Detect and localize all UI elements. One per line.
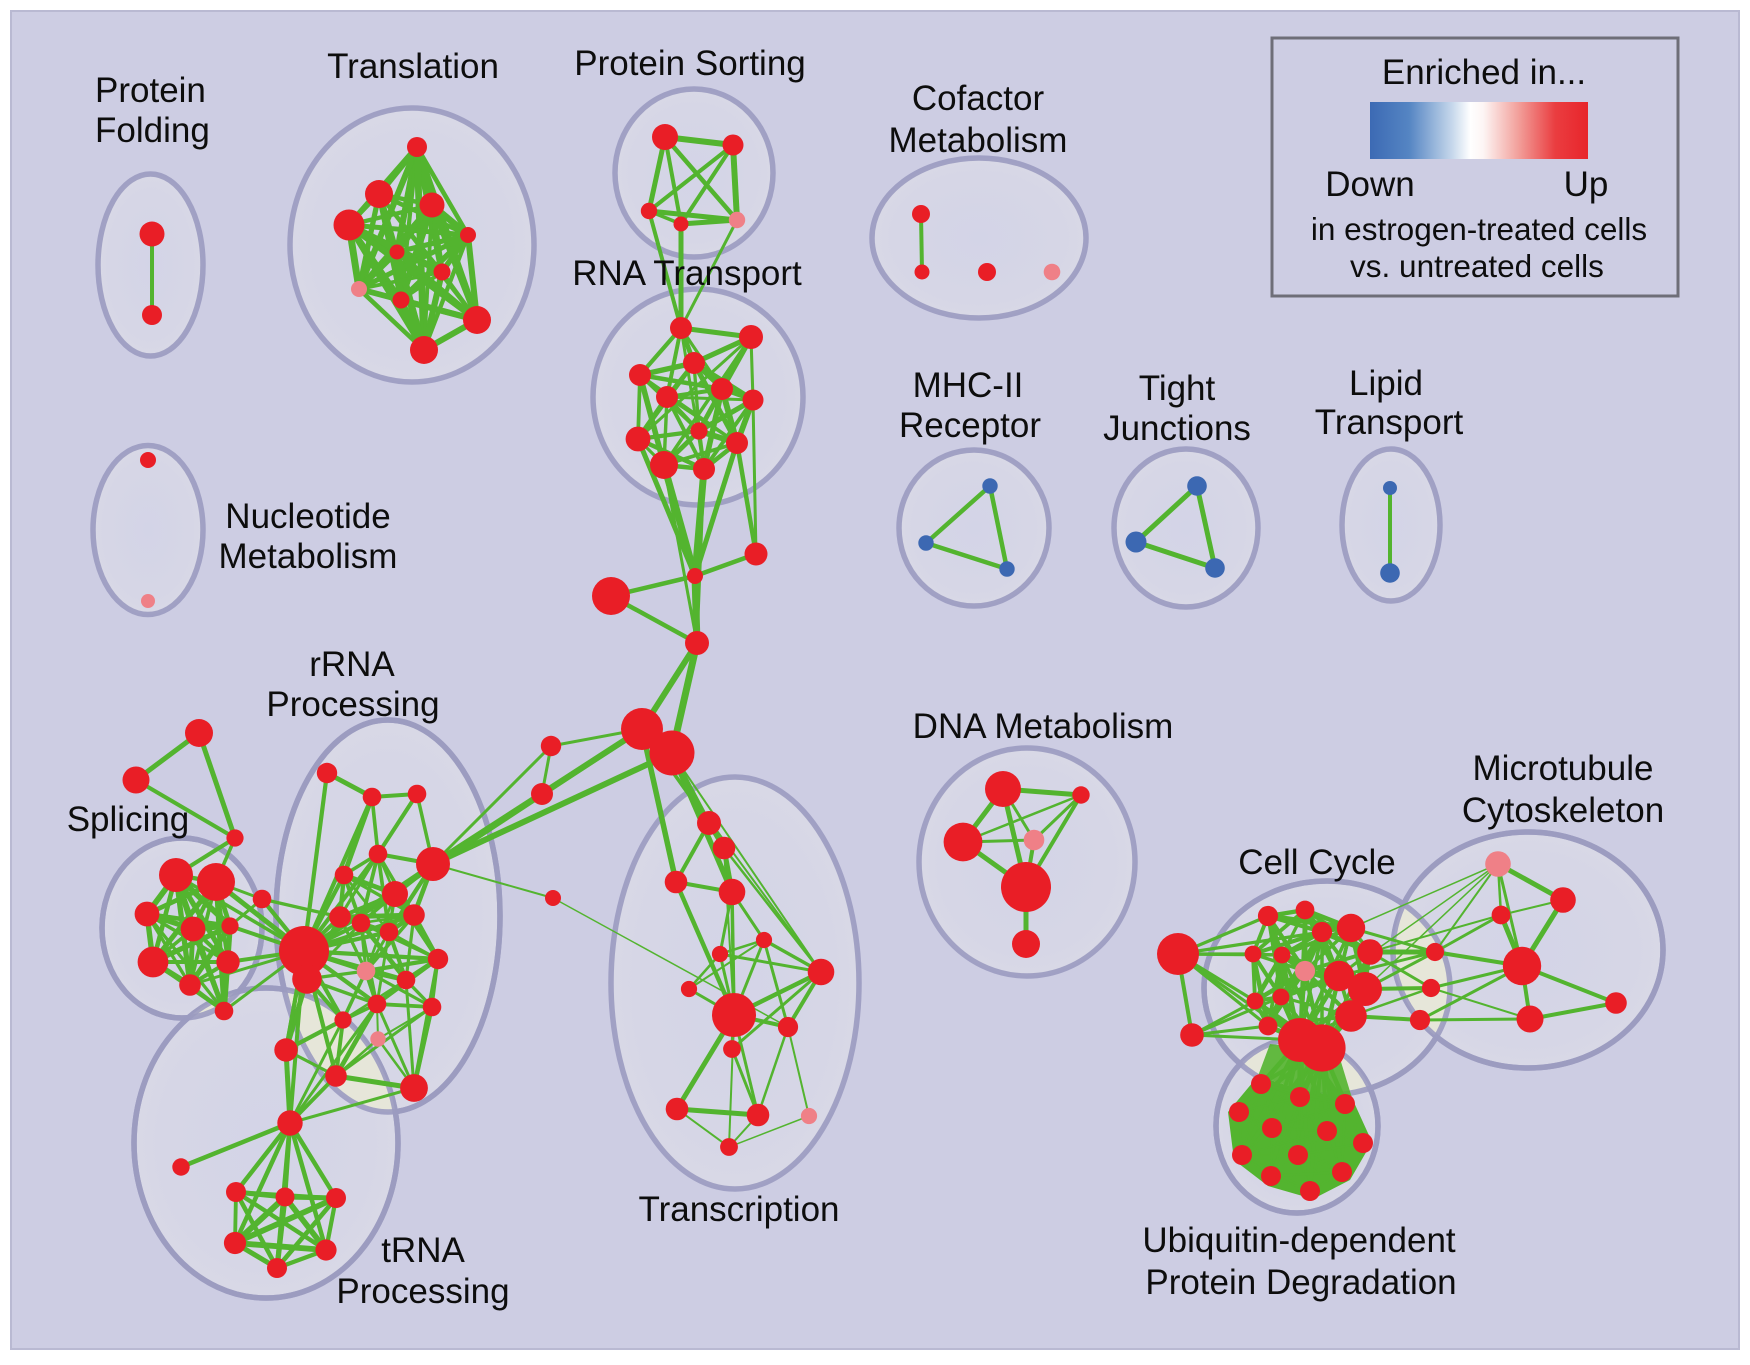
svg-text:Nucleotide: Nucleotide (225, 497, 390, 536)
svg-text:Transcription: Transcription (639, 1190, 840, 1229)
svg-text:Metabolism: Metabolism (219, 537, 398, 576)
svg-text:Down: Down (1325, 165, 1414, 204)
svg-text:Protein Sorting: Protein Sorting (574, 44, 806, 83)
svg-text:Translation: Translation (327, 47, 499, 86)
svg-text:Tight: Tight (1139, 369, 1216, 408)
svg-text:Protein Degradation: Protein Degradation (1145, 1263, 1456, 1302)
svg-text:in estrogen-treated cells: in estrogen-treated cells (1311, 211, 1647, 247)
svg-text:MHC-II: MHC-II (913, 366, 1024, 405)
svg-text:Folding: Folding (95, 111, 210, 150)
svg-text:Microtubule: Microtubule (1473, 749, 1654, 788)
svg-text:rRNA: rRNA (309, 645, 395, 684)
svg-text:Cell Cycle: Cell Cycle (1238, 843, 1396, 882)
svg-text:Processing: Processing (336, 1272, 509, 1311)
svg-text:Up: Up (1564, 165, 1609, 204)
svg-text:Enriched in...: Enriched in... (1382, 53, 1586, 92)
svg-text:tRNA: tRNA (381, 1231, 465, 1270)
svg-text:Cofactor: Cofactor (912, 79, 1045, 118)
svg-text:Ubiquitin-dependent: Ubiquitin-dependent (1142, 1221, 1456, 1260)
svg-text:Cytoskeleton: Cytoskeleton (1462, 791, 1664, 830)
svg-text:Protein: Protein (95, 71, 206, 110)
svg-text:vs. untreated cells: vs. untreated cells (1350, 248, 1604, 284)
svg-text:Junctions: Junctions (1103, 409, 1251, 448)
svg-text:Splicing: Splicing (67, 800, 190, 839)
svg-text:Receptor: Receptor (899, 406, 1041, 445)
svg-text:Lipid: Lipid (1349, 364, 1423, 403)
svg-text:Processing: Processing (266, 685, 439, 724)
svg-text:RNA Transport: RNA Transport (572, 254, 802, 293)
svg-text:Transport: Transport (1315, 403, 1464, 442)
svg-text:DNA Metabolism: DNA Metabolism (913, 707, 1174, 746)
svg-text:Metabolism: Metabolism (889, 121, 1068, 160)
